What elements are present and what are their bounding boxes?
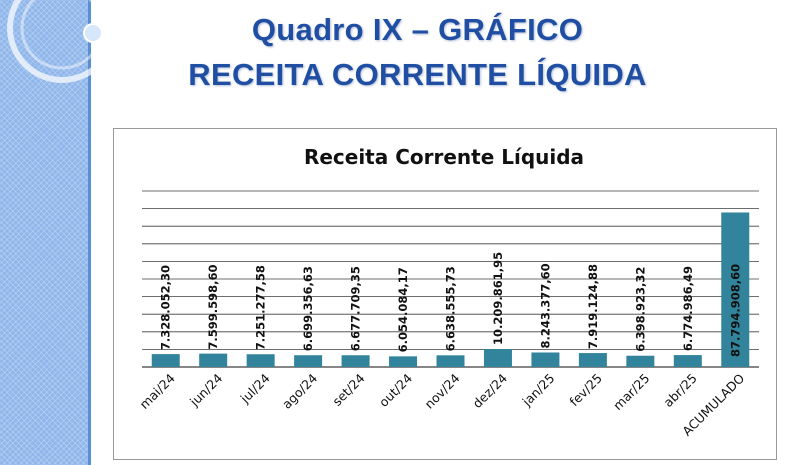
data-label: 6.054.084,17	[396, 267, 410, 352]
bar	[673, 355, 702, 367]
data-label: 7.251.277,58	[254, 265, 268, 350]
decorative-circles	[0, 0, 150, 100]
bar	[626, 355, 655, 367]
data-label: 7.328.052,30	[159, 265, 173, 350]
slide-title-line-2: RECEITA CORRENTE LÍQUIDA	[188, 57, 647, 92]
data-label: 10.209.861,95	[491, 252, 505, 345]
data-label: 87.794.908,60	[728, 264, 742, 357]
chart-panel: Receita Corrente Líquida 7.328.052,30 7.5…	[113, 128, 777, 460]
side-decoration-edge	[88, 0, 91, 465]
data-label: 7.599.598,60	[206, 264, 220, 349]
gridlines	[142, 190, 759, 368]
category-label: jul/24	[237, 370, 273, 406]
data-label: 6.398.923,32	[633, 267, 647, 352]
data-label: 8.243.377,60	[538, 263, 552, 348]
data-label: 6.638.555,73	[444, 266, 458, 351]
category-label: set/24	[329, 370, 367, 408]
category-label: nov/24	[422, 370, 463, 411]
data-label: 7.919.124,88	[586, 264, 600, 349]
bar	[199, 353, 228, 367]
slide-title-line-1: Quadro IX – GRÁFICO	[251, 12, 584, 47]
category-label: mai/24	[137, 370, 178, 411]
data-labels: 7.328.052,30 7.599.598,60 7.251.277,58 6.69…	[159, 252, 743, 357]
category-label: out/24	[376, 370, 415, 409]
bar	[151, 354, 180, 367]
category-label: fev/25	[566, 371, 605, 410]
category-label: jan/25	[519, 371, 558, 410]
category-labels: mai/24 jun/24 jul/24 ago/24 set/24 out/24 nov/…	[137, 370, 748, 438]
bar	[578, 353, 607, 367]
category-label: dez/24	[470, 370, 511, 411]
bar-chart: Receita Corrente Líquida 7.328.052,30 7.5…	[137, 145, 759, 439]
category-label: jun/24	[186, 370, 225, 409]
bars	[151, 212, 750, 367]
data-label: 6.774.986,49	[681, 266, 695, 351]
bar	[246, 354, 275, 367]
chart-title: Receita Corrente Líquida	[304, 145, 584, 169]
bar	[294, 355, 323, 367]
category-label: abr/25	[660, 371, 699, 410]
bar	[389, 356, 418, 367]
bar	[483, 349, 512, 367]
bar	[531, 352, 560, 367]
bar	[721, 212, 750, 367]
category-label: ago/24	[279, 370, 320, 411]
data-label: 6.699.356,63	[301, 266, 315, 351]
bar	[436, 355, 465, 367]
data-label: 6.677.709,35	[349, 266, 363, 351]
bar	[341, 355, 370, 367]
category-label: mar/25	[610, 371, 652, 413]
